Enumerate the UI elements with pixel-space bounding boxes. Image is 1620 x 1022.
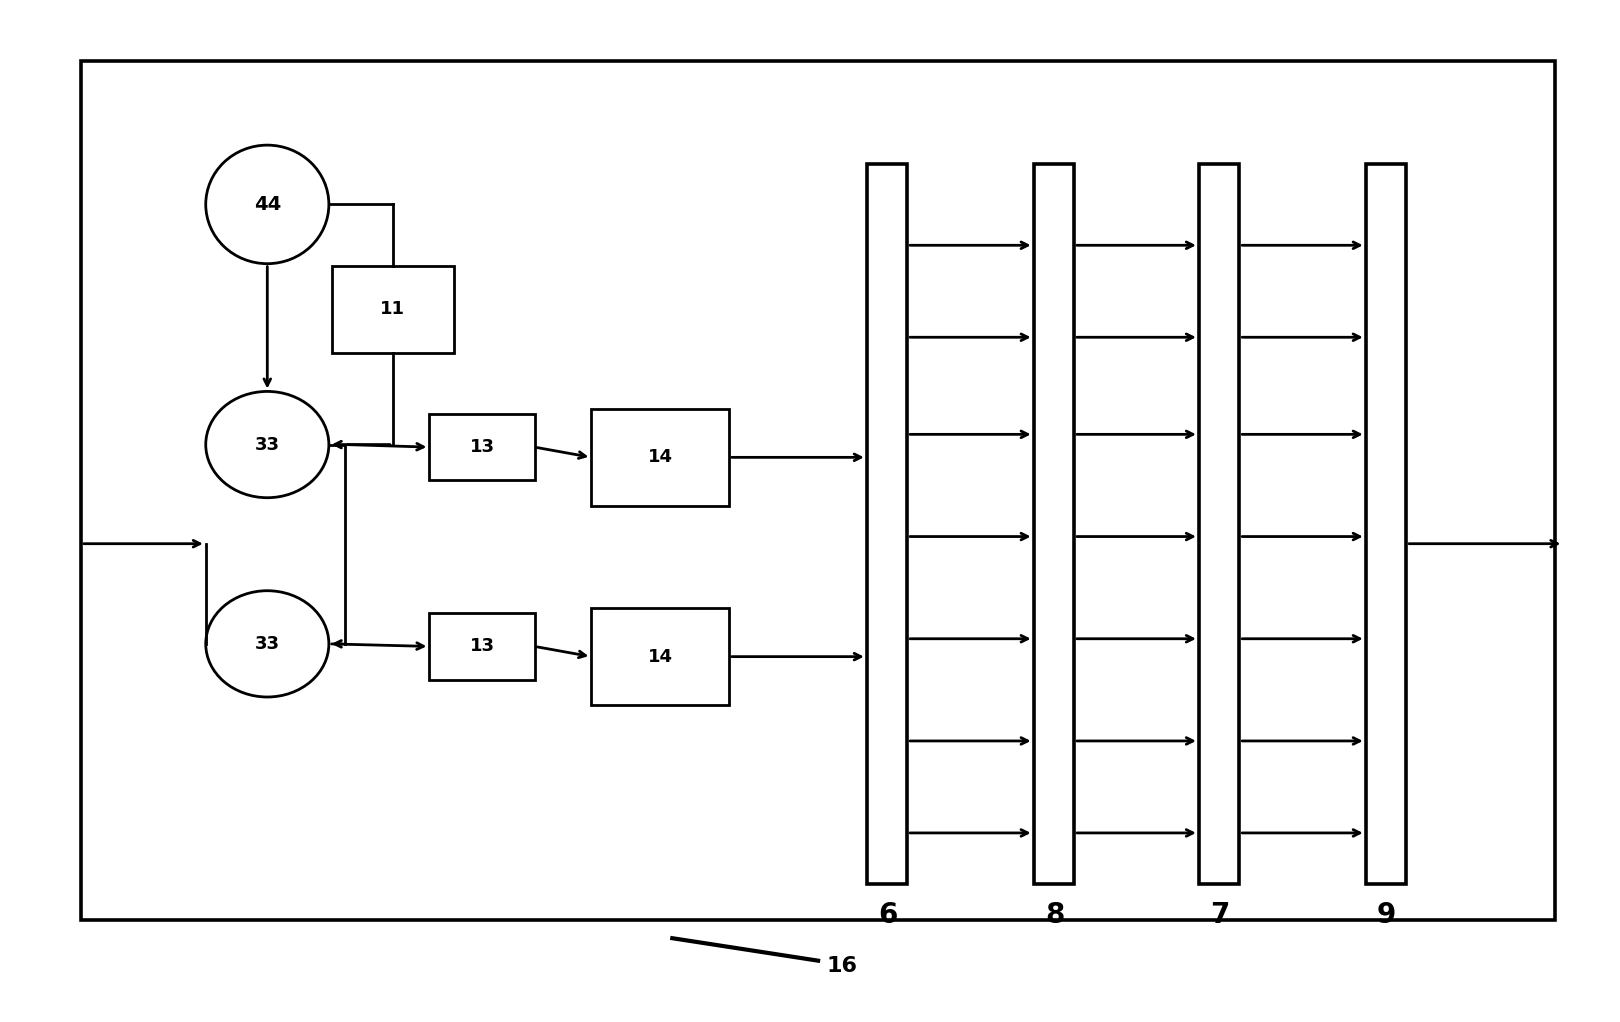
Text: 8: 8 — [1045, 900, 1064, 929]
Bar — [1034, 164, 1074, 884]
Bar — [429, 414, 535, 480]
Bar — [591, 608, 729, 705]
Bar — [1366, 164, 1406, 884]
Bar — [429, 613, 535, 680]
Text: 14: 14 — [648, 449, 672, 466]
Bar — [1199, 164, 1239, 884]
Ellipse shape — [206, 391, 329, 498]
Text: 13: 13 — [470, 638, 494, 655]
Bar — [81, 61, 1555, 920]
Bar — [867, 164, 907, 884]
Ellipse shape — [206, 145, 329, 264]
Text: 6: 6 — [878, 900, 897, 929]
Text: 33: 33 — [254, 435, 280, 454]
Bar — [332, 266, 454, 353]
Text: 33: 33 — [254, 635, 280, 653]
Text: 44: 44 — [254, 195, 280, 214]
Ellipse shape — [206, 591, 329, 697]
Text: 13: 13 — [470, 438, 494, 456]
Text: 14: 14 — [648, 648, 672, 665]
Text: 9: 9 — [1377, 900, 1396, 929]
Text: 7: 7 — [1210, 900, 1230, 929]
Bar — [591, 409, 729, 506]
Text: 16: 16 — [826, 956, 859, 976]
Text: 11: 11 — [381, 300, 405, 318]
